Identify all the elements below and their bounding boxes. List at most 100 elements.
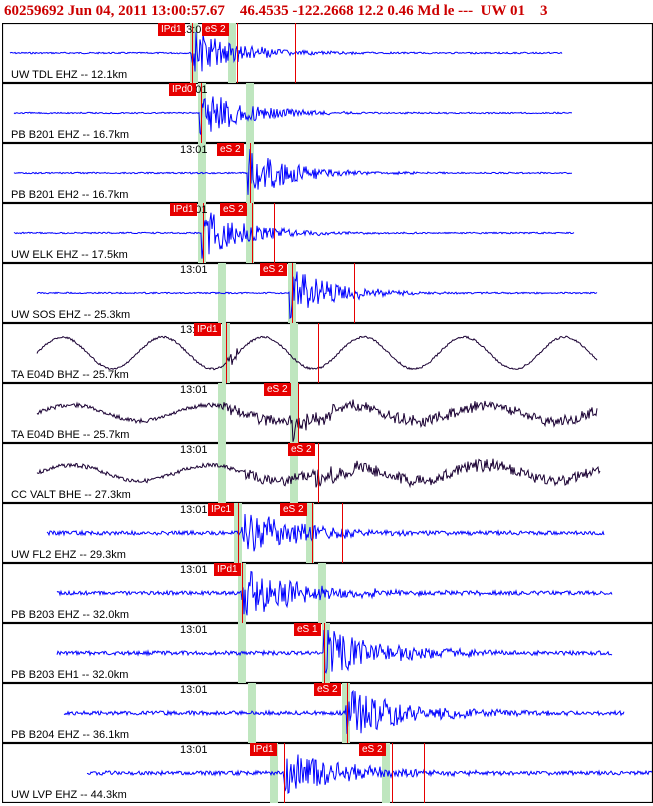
pick-label[interactable]: IPc1 bbox=[208, 503, 235, 516]
pick-marker-line[interactable] bbox=[318, 323, 319, 383]
pick-marker-line[interactable] bbox=[192, 23, 193, 83]
waveform bbox=[36, 399, 598, 442]
trace-panel[interactable]: 13:01 eS 2 CC VALT BHE -- 27.3km bbox=[2, 443, 653, 503]
pick-marker-line[interactable] bbox=[312, 503, 313, 563]
trace-panel[interactable]: 13:01 eS 1 PB B203 EH1 -- 32.0km bbox=[2, 623, 653, 683]
time-label: 13:01 bbox=[180, 24, 208, 36]
pick-label[interactable]: eS 2 bbox=[217, 143, 244, 156]
pick-label[interactable]: eS 2 bbox=[260, 263, 287, 276]
pick-marker-line[interactable] bbox=[392, 743, 393, 803]
trace-panel[interactable]: 13:01 eS 2 PB B201 EH2 -- 16.7km bbox=[2, 143, 653, 203]
pick-marker-line[interactable] bbox=[238, 503, 239, 563]
trace-panel[interactable]: 13:01 eS 2 TA E04D BHE -- 25.7km bbox=[2, 383, 653, 443]
pick-marker-line[interactable] bbox=[284, 743, 285, 803]
pick-marker-line[interactable] bbox=[354, 263, 355, 323]
pick-label[interactable]: IPd1 bbox=[194, 323, 221, 336]
pick-window-band bbox=[190, 23, 198, 83]
pick-marker-line[interactable] bbox=[252, 203, 253, 263]
time-label: 13:01 bbox=[180, 384, 208, 396]
trace-panel[interactable]: 13:01IPd1TA E04D BHZ -- 25.7km bbox=[2, 323, 653, 383]
pick-label[interactable]: eS 1 bbox=[294, 623, 321, 636]
waveform-line bbox=[13, 96, 573, 135]
pick-marker-line[interactable] bbox=[298, 383, 299, 443]
time-label: 13:01 bbox=[180, 744, 208, 756]
pick-window-band bbox=[318, 563, 326, 623]
pick-window-band bbox=[246, 83, 254, 143]
pick-label[interactable]: eS 2 bbox=[202, 23, 229, 36]
pick-marker-line[interactable] bbox=[250, 143, 251, 203]
pick-window-band bbox=[218, 263, 226, 323]
pick-marker-line[interactable] bbox=[292, 263, 293, 323]
waveform bbox=[13, 96, 573, 135]
pick-marker-line[interactable] bbox=[295, 23, 296, 83]
pick-window-band bbox=[198, 203, 206, 263]
pick-marker-line[interactable] bbox=[237, 23, 238, 83]
waveform bbox=[56, 570, 613, 616]
station-label: PB B201 EH2 -- 16.7km bbox=[11, 189, 129, 201]
pick-label[interactable]: IPd1 bbox=[170, 203, 197, 216]
trace-panel[interactable]: 13:01 IPc1 eS 2 UW FL2 EHZ -- 29.3km bbox=[2, 503, 653, 563]
waveform-line bbox=[36, 399, 598, 442]
waveform bbox=[13, 148, 573, 195]
pick-label[interactable]: IPd1 bbox=[214, 563, 241, 576]
pick-label[interactable]: eS 2 bbox=[220, 203, 247, 216]
pick-marker-line[interactable] bbox=[318, 443, 319, 503]
trace-panel[interactable]: 13:01 IPd1 eS 2 UW LVP EHZ -- 44.3km bbox=[2, 743, 653, 803]
trace-panel[interactable]: 13:01 IPd1 PB B203 EHZ -- 32.0km bbox=[2, 563, 653, 623]
pick-window-band bbox=[248, 683, 256, 743]
time-label: 13:01 bbox=[180, 504, 208, 516]
trace-panel[interactable]: 13:01IPd0PB B201 EHZ -- 16.7km bbox=[2, 83, 653, 143]
time-label: 13:01 bbox=[180, 444, 208, 456]
pick-marker-line[interactable] bbox=[201, 83, 202, 143]
pick-window-band bbox=[218, 383, 226, 443]
waveform-line bbox=[36, 271, 598, 320]
pick-label[interactable]: eS 2 bbox=[314, 683, 341, 696]
station-label: UW LVP EHZ -- 44.3km bbox=[11, 789, 127, 801]
pick-window-band bbox=[246, 203, 254, 263]
pick-label[interactable]: IPd1 bbox=[158, 23, 185, 36]
waveform-line bbox=[56, 629, 613, 674]
waveform bbox=[36, 271, 598, 320]
pick-label[interactable]: eS 2 bbox=[288, 443, 315, 456]
pick-marker-line[interactable] bbox=[324, 623, 325, 683]
waveform bbox=[36, 335, 598, 371]
waveform bbox=[86, 754, 653, 795]
pick-marker-line[interactable] bbox=[226, 323, 227, 383]
pick-window-band bbox=[382, 743, 390, 803]
pick-label[interactable]: eS 2 bbox=[264, 383, 291, 396]
waveform bbox=[63, 689, 625, 734]
pick-label[interactable]: IPd1 bbox=[250, 743, 277, 756]
station-label: TA E04D BHE -- 25.7km bbox=[11, 429, 130, 441]
event-title: 60259692 Jun 04, 2011 13:00:57.67 46.453… bbox=[4, 3, 548, 19]
pick-label[interactable]: eS 2 bbox=[280, 503, 307, 516]
trace-panel[interactable]: 13:01 eS 2 UW SOS EHZ -- 25.3km bbox=[2, 263, 653, 323]
waveform bbox=[9, 31, 563, 72]
station-label: UW FL2 EHZ -- 29.3km bbox=[11, 549, 126, 561]
station-label: TA E04D BHZ -- 25.7km bbox=[11, 369, 129, 381]
pick-label[interactable]: IPd0 bbox=[169, 83, 196, 96]
waveform-line bbox=[36, 335, 598, 371]
station-label: PB B204 EHZ -- 36.1km bbox=[11, 729, 129, 741]
pick-marker-line[interactable] bbox=[274, 203, 275, 263]
waveform-line bbox=[56, 570, 613, 616]
pick-marker-line[interactable] bbox=[203, 203, 204, 263]
waveform bbox=[46, 513, 605, 552]
waveform-line bbox=[86, 754, 653, 795]
pick-window-band bbox=[270, 743, 278, 803]
pick-marker-line[interactable] bbox=[424, 743, 425, 803]
station-label: PB B203 EH1 -- 32.0km bbox=[11, 669, 129, 681]
pick-label[interactable]: eS 2 bbox=[359, 743, 386, 756]
pick-marker-line[interactable] bbox=[242, 563, 243, 623]
pick-window-band bbox=[290, 383, 298, 443]
trace-panel[interactable]: 13:01 eS 2 PB B204 EHZ -- 36.1km bbox=[2, 683, 653, 743]
time-label: 13:01 bbox=[180, 624, 208, 636]
waveform-line bbox=[63, 689, 625, 734]
station-label: CC VALT BHE -- 27.3km bbox=[11, 489, 131, 501]
time-label: 13:01 bbox=[180, 684, 208, 696]
trace-panel[interactable]: 13:01 IPd1 eS 2 UW TDL EHZ -- 12.1km bbox=[2, 23, 653, 83]
pick-marker-line[interactable] bbox=[342, 503, 343, 563]
pick-window-band bbox=[290, 323, 298, 383]
pick-marker-line[interactable] bbox=[347, 683, 348, 743]
